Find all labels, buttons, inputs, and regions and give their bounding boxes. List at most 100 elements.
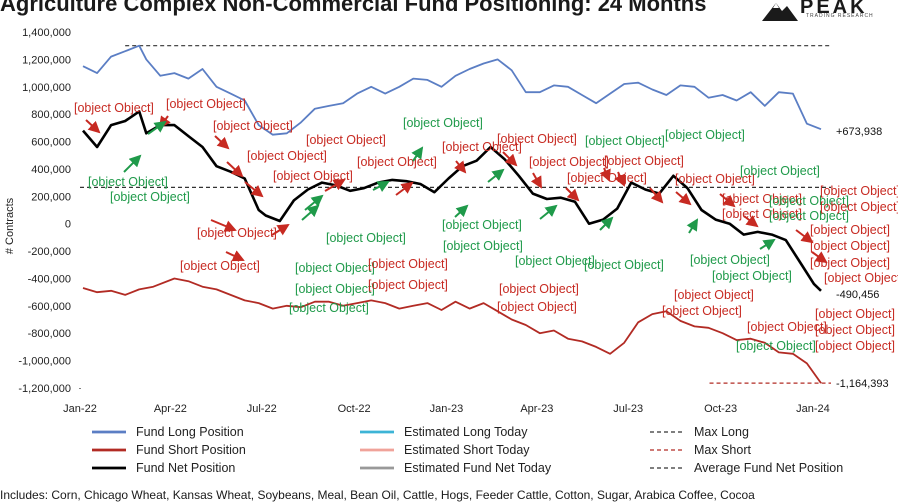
annotation-arrow [502, 151, 518, 167]
peak-logo: PEAK TRADING RESEARCH [760, 0, 892, 22]
y-tick-label: 1,000,000 [22, 82, 71, 94]
annotation-label: [object Object] [497, 300, 577, 314]
annotation-arrow [123, 154, 142, 173]
annotation-arrow [214, 135, 230, 150]
annotation-arrows [85, 115, 828, 264]
end-value-label: -1,164,393 [836, 378, 889, 390]
annotation-label: [object Object] [810, 223, 890, 237]
annotation-label: [object Object] [289, 301, 369, 315]
annotation-label: [object Object] [368, 257, 448, 271]
x-tick-label: Oct-22 [338, 403, 371, 415]
annotation-label: [object Object] [357, 155, 437, 169]
annotation-arrow [226, 161, 244, 178]
annotation-label: [object Object] [213, 119, 293, 133]
annotation-label: [object Object] [295, 261, 375, 275]
annotation-label: [object Object] [824, 271, 898, 285]
annotation-label: [object Object] [197, 226, 277, 240]
annotation-label: [object Object] [295, 282, 375, 296]
annotation-arrow [454, 204, 469, 218]
x-tick-label: Apr-23 [520, 403, 553, 415]
annotation-label: [object Object] [820, 184, 898, 198]
annotation-label: [object Object] [368, 278, 448, 292]
logo-subtitle: TRADING RESEARCH [806, 13, 874, 19]
annotation-arrow [719, 193, 736, 208]
end-value-label: -490,456 [836, 289, 879, 301]
legend-label: Average Fund Net Position [694, 461, 843, 475]
y-tick-label: 400,000 [31, 164, 71, 176]
annotation-arrow [304, 194, 324, 211]
annotation-arrow [599, 167, 611, 182]
annotation-arrow [539, 204, 558, 220]
annotation-label: [object Object] [740, 164, 820, 178]
annotation-label: [object Object] [815, 339, 895, 353]
axes: # Contracts [4, 197, 81, 389]
annotation-arrow [244, 181, 264, 198]
annotation-arrow [271, 223, 290, 236]
series-line-0 [82, 44, 822, 136]
annotation-arrow [395, 181, 414, 196]
y-axis-label: # Contracts [4, 197, 16, 254]
end-value-label: +673,938 [836, 126, 882, 138]
end-value-labels: +673,938 -490,456 -1,164,393 [836, 126, 889, 390]
page-title: Agriculture Complex Non-Commercial Fund … [0, 0, 707, 16]
annotation-arrow [530, 172, 542, 189]
y-tick-labels: 1,400,000 1,200,000 1,000,000 800,000 600,00… [18, 27, 71, 395]
x-tick-label: Jul-22 [247, 403, 277, 415]
y-tick-label: 0 [65, 219, 71, 231]
legend-label: Fund Short Position [136, 443, 246, 457]
annotation-label: [object Object] [810, 256, 890, 270]
annotation-label: [object Object] [722, 207, 802, 221]
annotation-label: [object Object] [306, 133, 386, 147]
annotation-label: [object Object] [166, 97, 246, 111]
annotation-label: [object Object] [815, 307, 895, 321]
annotation-arrow [795, 229, 814, 244]
y-tick-label: -1,000,000 [18, 356, 71, 368]
x-tick-label: Oct-23 [704, 403, 737, 415]
annotation-arrow [210, 219, 237, 232]
annotation-label: [object Object] [665, 128, 745, 142]
annotation-arrow [686, 218, 699, 234]
y-tick-label: 1,400,000 [22, 27, 71, 39]
y-tick-label: 800,000 [31, 109, 71, 121]
annotation-label: [object Object] [403, 116, 483, 130]
annotation-arrow [372, 181, 390, 192]
legend-label: Estimated Long Today [404, 425, 528, 439]
annotation-label: [object Object] [247, 149, 327, 163]
annotation-label: [object Object] [712, 269, 792, 283]
legend-label: Max Long [694, 425, 749, 439]
annotation-label: [object Object] [442, 140, 522, 154]
annotation-arrow [411, 146, 424, 162]
annotation-arrow [614, 171, 626, 187]
annotation-label: [object Object] [769, 194, 849, 208]
annotation-label: [object Object] [604, 154, 684, 168]
annotation-label: [object Object] [769, 209, 849, 223]
annotation-arrow [301, 204, 320, 221]
y-tick-label: -1,200,000 [18, 383, 71, 395]
mountain-icon [762, 3, 798, 21]
annotation-arrow [811, 251, 828, 264]
legend-label: Fund Net Position [136, 461, 235, 475]
y-tick-label: -200,000 [28, 246, 71, 258]
annotation-label: [object Object] [529, 155, 609, 169]
series-lines [82, 44, 822, 384]
annotation-arrow [675, 191, 692, 206]
legend: Fund Long Position Estimated Long Today Ma… [92, 425, 843, 475]
x-tick-label: Jan-22 [63, 403, 97, 415]
y-tick-label: 200,000 [31, 191, 71, 203]
annotation-label: [object Object] [180, 259, 260, 273]
legend-label: Estimated Short Today [404, 443, 530, 457]
annotation-label: [object Object] [110, 190, 190, 204]
annotation-arrow [85, 119, 101, 134]
annotation-arrow [743, 215, 759, 228]
y-tick-label: 1,200,000 [22, 54, 71, 66]
annotation-label: [object Object] [326, 231, 406, 245]
legend-label: Estimated Fund Net Today [404, 461, 552, 475]
annotation-label: [object Object] [442, 218, 522, 232]
annotation-label: [object Object] [443, 239, 523, 253]
footer-note: Includes: Corn, Chicago Wheat, Kansas Wh… [0, 488, 755, 502]
y-tick-label: -400,000 [28, 273, 71, 285]
annotation-label: [object Object] [815, 323, 895, 337]
annotation-arrow [759, 238, 776, 251]
x-tick-label: Jan-23 [430, 403, 464, 415]
annotation-arrow [225, 250, 245, 262]
